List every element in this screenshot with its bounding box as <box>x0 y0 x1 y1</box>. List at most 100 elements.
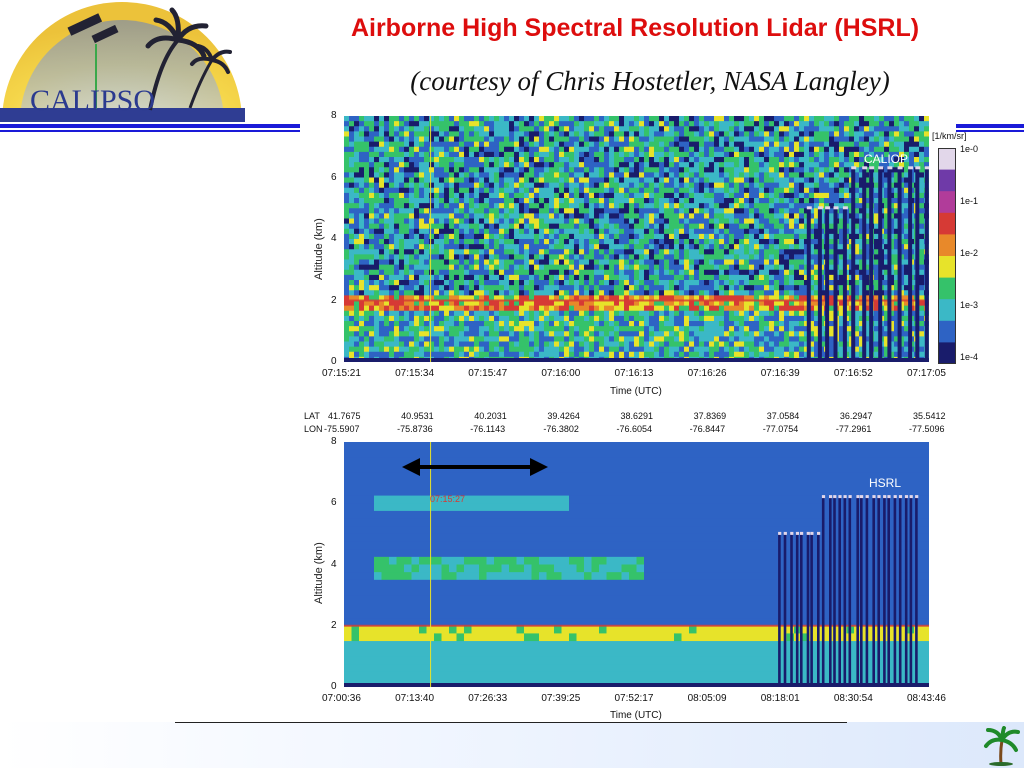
caliop-cell <box>504 147 510 153</box>
caliop-cell <box>619 249 625 255</box>
caliop-cell <box>569 224 575 230</box>
caliop-cell <box>354 352 360 358</box>
caliop-cell <box>589 285 595 291</box>
caliop-cell <box>599 270 605 276</box>
caliop-cell <box>434 183 440 189</box>
caliop-cell <box>809 142 815 148</box>
caliop-cell <box>534 193 540 199</box>
caliop-cell <box>714 188 720 194</box>
caliop-cell <box>509 208 515 214</box>
caliop-cell <box>729 311 735 317</box>
caliop-cell <box>439 167 445 173</box>
caliop-cell <box>504 116 510 122</box>
caliop-cell <box>344 116 350 122</box>
caliop-cell <box>704 167 710 173</box>
caliop-cell <box>504 290 510 296</box>
caliop-cell <box>544 131 550 137</box>
caliop-cell <box>449 213 455 219</box>
caliop-cell <box>574 167 580 173</box>
caliop-cell <box>779 147 785 153</box>
caliop-cell <box>769 213 775 219</box>
caliop-cell <box>409 249 415 255</box>
caliop-cell <box>754 172 760 178</box>
caliop-cell <box>799 331 805 337</box>
caliop-cell <box>734 249 740 255</box>
caliop-cell <box>479 213 485 219</box>
caliop-cell <box>734 316 740 322</box>
caliop-cell <box>474 152 480 158</box>
caliop-cell <box>644 224 650 230</box>
caliop-cell <box>714 213 720 219</box>
caliop-cell <box>759 229 765 235</box>
caliop-cell <box>644 306 650 312</box>
caliop-cell <box>564 162 570 168</box>
caliop-cell <box>579 244 585 250</box>
caliop-cell <box>699 213 705 219</box>
caliop-cell <box>569 249 575 255</box>
caliop-cell <box>684 260 690 266</box>
caliop-cell <box>539 265 545 271</box>
caliop-cell <box>739 270 745 276</box>
caliop-cell <box>354 203 360 209</box>
caliop-cell <box>494 152 500 158</box>
caliop-cell <box>599 290 605 296</box>
caliop-cell <box>764 254 770 260</box>
caliop-cell <box>654 137 660 143</box>
caliop-cell <box>759 244 765 250</box>
caliop-cell <box>719 249 725 255</box>
caliop-cell <box>684 213 690 219</box>
caliop-cell <box>419 152 425 158</box>
caliop-cell <box>584 290 590 296</box>
caliop-cell <box>714 157 720 163</box>
caliop-cell <box>384 142 390 148</box>
caliop-cell <box>799 342 805 348</box>
caliop-cell <box>669 239 675 245</box>
caliop-cell <box>539 352 545 358</box>
caliop-cell <box>609 219 615 225</box>
caliop-cell <box>469 203 475 209</box>
caliop-cell <box>439 260 445 266</box>
caliop-cell <box>819 137 825 143</box>
caliop-cell <box>569 162 575 168</box>
caliop-cell <box>719 275 725 281</box>
caliop-cell <box>754 198 760 204</box>
caliop-cell <box>434 162 440 168</box>
caliop-cell <box>434 167 440 173</box>
caliop-cell <box>749 254 755 260</box>
caliop-cell <box>839 142 845 148</box>
caliop-cell <box>689 285 695 291</box>
caliop-cell <box>689 224 695 230</box>
caliop-cell <box>519 347 525 353</box>
caliop-cell <box>819 172 825 178</box>
caliop-cell <box>649 290 655 296</box>
caliop-cell <box>364 162 370 168</box>
caliop-cell <box>559 326 565 332</box>
caliop-cell <box>524 275 530 281</box>
caliop-cell <box>684 347 690 353</box>
caliop-cell <box>664 147 670 153</box>
caliop-cell <box>399 260 405 266</box>
caliop-cell <box>489 285 495 291</box>
caliop-cell <box>519 290 525 296</box>
caliop-cell <box>694 342 700 348</box>
caliop-cell <box>784 219 790 225</box>
caliop-cell <box>509 265 515 271</box>
caliop-cell <box>379 147 385 153</box>
caliop-cell <box>379 219 385 225</box>
caliop-cell <box>609 316 615 322</box>
caliop-cell <box>369 213 375 219</box>
caliop-cell <box>784 203 790 209</box>
caliop-cell <box>489 193 495 199</box>
caliop-cell <box>479 178 485 184</box>
caliop-cell <box>494 188 500 194</box>
caliop-cell <box>494 131 500 137</box>
caliop-cell <box>644 193 650 199</box>
caliop-cell <box>619 275 625 281</box>
caliop-cell <box>509 229 515 235</box>
caliop-cell <box>654 147 660 153</box>
caliop-cell <box>799 290 805 296</box>
caliop-cell <box>819 183 825 189</box>
caliop-cell <box>384 326 390 332</box>
caliop-cell <box>354 244 360 250</box>
caliop-cell <box>524 198 530 204</box>
